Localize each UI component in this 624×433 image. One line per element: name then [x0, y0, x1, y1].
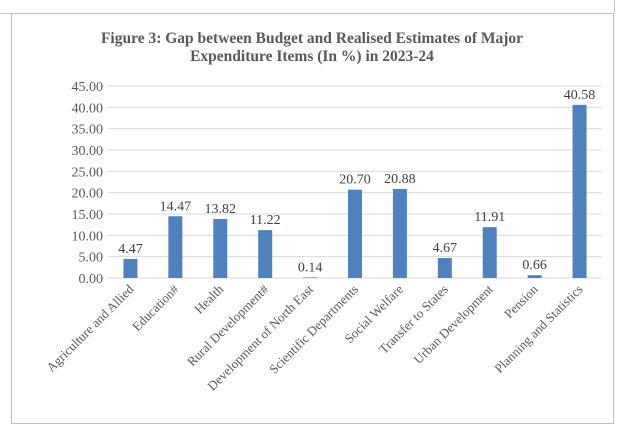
- y-tick-label: 35.00: [72, 123, 104, 138]
- bar: [123, 258, 138, 278]
- y-tick-label: 20.00: [72, 187, 104, 202]
- bar: [572, 104, 587, 278]
- bar: [482, 227, 497, 278]
- bar: [303, 277, 318, 279]
- bar: [437, 258, 452, 278]
- y-tick-label: 40.00: [72, 101, 104, 116]
- chart-frame: [11, 13, 614, 424]
- x-tick-label: Urban Development: [410, 281, 496, 367]
- bar: [348, 189, 362, 278]
- bar: [392, 188, 407, 278]
- chart-title: Figure 3: Gap between Budget and Realise…: [0, 30, 624, 66]
- data-label: 40.58: [564, 88, 596, 103]
- y-tick-label: 15.00: [72, 208, 104, 223]
- chart-title-line: Expenditure Items (In %) in 2023-24: [190, 48, 434, 65]
- bar: [213, 219, 228, 278]
- x-tick-label: Pension: [501, 281, 541, 321]
- chart-title-line: Figure 3: Gap between Budget and Realise…: [100, 30, 524, 47]
- y-tick-label: 30.00: [72, 144, 104, 159]
- data-label: 20.70: [339, 173, 371, 188]
- data-label: 0.66: [522, 258, 547, 273]
- x-tick-label: Rural Development#: [184, 281, 272, 369]
- page-corner-mark: [0, 13, 11, 14]
- data-label: 0.14: [298, 260, 323, 275]
- y-tick-label: 0.00: [79, 272, 104, 287]
- page-corner-mark: [614, 0, 615, 13]
- y-tick-label: 45.00: [72, 80, 104, 95]
- data-label: 11.22: [250, 213, 281, 228]
- y-tick-label: 10.00: [72, 229, 104, 244]
- data-label: 14.47: [160, 199, 192, 214]
- bar: [168, 216, 183, 278]
- x-tick-label: Health: [191, 281, 226, 316]
- x-tick-label: Planning and Statistics: [491, 282, 585, 376]
- y-tick-label: 5.00: [79, 251, 104, 266]
- data-label: 20.88: [384, 172, 416, 187]
- bar: [258, 230, 273, 278]
- y-tick-label: 25.00: [72, 165, 104, 180]
- data-label: 4.67: [433, 241, 458, 256]
- bar: [527, 275, 542, 278]
- data-label: 13.82: [205, 202, 237, 217]
- data-label: 4.47: [118, 242, 143, 257]
- x-tick-label: Education#: [129, 281, 182, 334]
- data-label: 11.91: [474, 210, 505, 225]
- x-tick-label: Agriculture and Allied: [43, 281, 137, 375]
